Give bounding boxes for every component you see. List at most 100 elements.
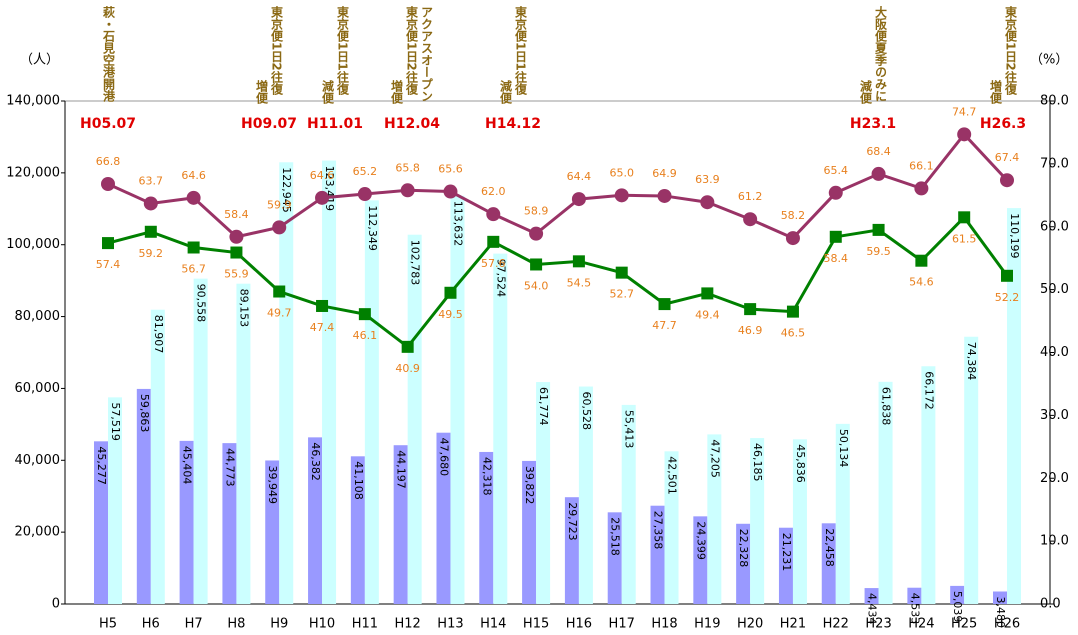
line-value-label: 63.7 [139, 174, 164, 187]
bar-value-label: 59,863 [138, 394, 151, 433]
bar [308, 437, 323, 604]
marker [1001, 269, 1013, 282]
bar [536, 382, 551, 604]
marker [828, 185, 843, 200]
line-value-label: 74.7 [952, 105, 977, 118]
y2-tick-label: 50.0 [1040, 282, 1069, 297]
y2-tick-label: 10.0 [1040, 534, 1069, 549]
line-value-label: 65.8 [395, 161, 420, 174]
bar-value-label: 29,723 [566, 502, 579, 540]
bar [621, 404, 636, 604]
marker [872, 223, 885, 236]
x-tick-label: H18 [651, 617, 677, 632]
bar [393, 445, 408, 604]
marker [144, 225, 157, 238]
bar [950, 585, 965, 604]
line-value-label: 58.9 [524, 205, 549, 218]
bar [407, 234, 422, 604]
bar-value-label: 21,231 [780, 533, 793, 572]
annotation-text: 減便 [321, 79, 335, 105]
bar-value-label: 47,680 [437, 438, 450, 477]
bar-value-label: 102,783 [409, 240, 422, 286]
bar [350, 456, 365, 604]
line-value-label: 40.9 [395, 362, 420, 375]
annotation-text: 減便 [499, 79, 513, 105]
bar-value-label: 55,413 [623, 410, 636, 449]
bar [878, 381, 893, 604]
annotation-text: 増便 [255, 79, 269, 105]
annotation-text: 減便 [859, 79, 873, 105]
y-tick-label: 140,000 [6, 94, 60, 109]
marker [230, 246, 243, 259]
marker [958, 211, 971, 224]
x-tick-label: H23 [865, 617, 891, 632]
marker [614, 188, 629, 203]
bar-value-label: 50,134 [837, 429, 850, 468]
bar [479, 451, 494, 604]
line [107, 132, 1009, 240]
x-tick-label: H7 [185, 617, 203, 632]
bar [279, 162, 294, 604]
x-tick-label: H26 [994, 617, 1020, 632]
marker [143, 196, 158, 211]
bar-value-label: 44,773 [223, 448, 236, 487]
bar-value-label: 90,558 [195, 284, 208, 323]
marker [102, 237, 114, 250]
line-value-label: 67.4 [995, 151, 1020, 164]
bar-value-label: 45,836 [794, 444, 807, 483]
line-value-label: 59.2 [139, 247, 164, 260]
y2-tick-label: 80.0 [1040, 94, 1069, 109]
bar-value-label: 3,480 [994, 596, 1007, 628]
annotation-text: 東京便1日1往復 [336, 5, 350, 96]
bar [322, 160, 337, 604]
bar-value-label: 60,528 [580, 392, 593, 431]
x-tick-label: H5 [99, 617, 117, 632]
annotation-text: 東京便1日2往復 [1004, 5, 1018, 96]
annotation-text: アクアスオープン [420, 6, 434, 102]
x-tick-label: H10 [309, 617, 335, 632]
x-tick-label: H24 [908, 617, 934, 632]
bar-value-label: 66,172 [922, 371, 935, 410]
line-value-label: 46.9 [738, 324, 763, 337]
bar-value-label: 74,384 [965, 342, 978, 381]
bar-value-label: 22,328 [737, 529, 750, 568]
x-tick-label: H12 [395, 617, 421, 632]
line-value-label: 52.2 [995, 291, 1020, 304]
line-value-label: 64.6 [310, 169, 335, 182]
bar-value-label: 45,277 [95, 446, 108, 485]
bar-value-label: 61,774 [537, 387, 550, 426]
line-value-label: 58.4 [824, 252, 849, 265]
line-value-label: 46.1 [353, 329, 378, 342]
bar [650, 505, 665, 604]
bar-value-label: 5,039 [951, 591, 964, 623]
annotation-text: 東京便1日2往復 [270, 5, 284, 96]
marker [957, 127, 972, 142]
line-value-label: 58.4 [224, 208, 249, 221]
bar-value-label: 97,524 [494, 259, 507, 298]
marker [358, 308, 371, 321]
marker [657, 188, 672, 203]
bar-value-label: 45,404 [181, 446, 194, 485]
marker [272, 220, 287, 235]
marker [229, 229, 244, 244]
line-value-label: 66.8 [96, 155, 121, 168]
bar [522, 460, 537, 604]
x-tick-label: H14 [480, 617, 506, 632]
x-tick-label: H11 [352, 617, 378, 632]
bar [108, 397, 122, 604]
bar-value-label: 41,108 [352, 461, 365, 500]
annotation-text: 東京便1日1往復 [514, 5, 528, 96]
bar-value-label: 46,185 [751, 443, 764, 482]
annotation-date: H11.01 [307, 116, 363, 132]
bar [150, 309, 165, 604]
marker [316, 299, 329, 312]
y-tick-label: 80,000 [15, 309, 61, 324]
bar-value-label: 47,205 [708, 439, 721, 478]
x-tick-label: H19 [694, 617, 720, 632]
x-tick-label: H6 [142, 617, 160, 632]
x-tick-label: H15 [523, 617, 549, 632]
marker [486, 207, 501, 222]
y-tick-label: 40,000 [15, 453, 61, 468]
bar-value-label: 112,349 [366, 205, 379, 251]
